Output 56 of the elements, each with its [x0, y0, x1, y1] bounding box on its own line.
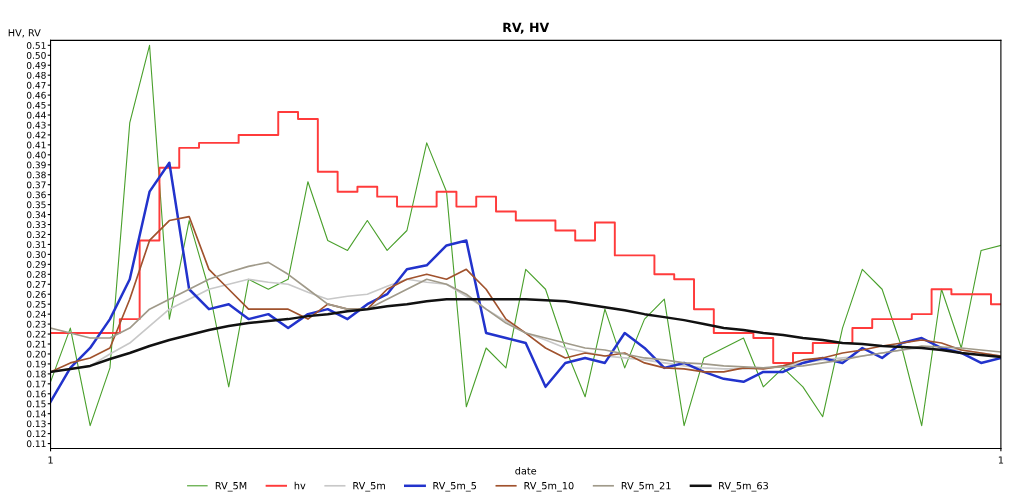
y-tick-label: 0.14	[26, 410, 46, 418]
y-tick-label: 0.38	[26, 171, 46, 179]
y-tick-label: 0.36	[26, 191, 46, 199]
legend-label: RV_5M	[215, 482, 247, 492]
legend-label: RV_5m_63	[719, 481, 768, 492]
y-tick-label: 0.29	[26, 261, 46, 268]
y-axis-title: HV, RV	[8, 29, 41, 38]
y-tick-label: 0.33	[26, 221, 46, 229]
legend-label: hv	[294, 481, 306, 490]
x-tick-label: 1	[48, 456, 53, 464]
y-tick-label: 0.19	[26, 360, 46, 368]
y-tick-label: 0.12	[26, 430, 46, 438]
x-axis-title: date	[515, 467, 537, 475]
y-tick-label: 0.24	[26, 310, 46, 318]
legend-label: RV_5m_21	[621, 481, 671, 492]
y-tick-label: 0.21	[26, 340, 46, 348]
legend-label: RV_5m	[353, 482, 385, 492]
y-tick-label: 0.17	[26, 380, 46, 388]
y-tick-label: 0.23	[26, 320, 46, 328]
y-tick-label: 0.31	[26, 241, 46, 248]
y-tick-label: 0.49	[26, 61, 46, 69]
y-tick-label: 0.41	[26, 141, 46, 149]
y-tick-label: 0.50	[26, 51, 46, 59]
y-tick-label: 0.25	[26, 300, 46, 308]
y-tick-label: 0.13	[26, 420, 46, 428]
y-tick-label: 0.27	[26, 281, 46, 288]
y-tick-label: 0.37	[26, 181, 46, 189]
y-tick-label: 0.43	[26, 121, 46, 129]
y-tick-label: 0.40	[26, 151, 46, 159]
y-tick-label: 0.45	[26, 101, 46, 109]
y-tick-label: 0.34	[26, 211, 46, 219]
y-tick-label: 0.39	[26, 161, 46, 169]
y-tick-label: 0.30	[26, 251, 46, 258]
y-tick-label: 0.32	[26, 231, 46, 239]
x-tick-label: 1	[998, 456, 1004, 464]
y-tick-label: 0.20	[26, 350, 46, 358]
line-series	[50, 261, 1001, 369]
y-tick-label: 0.42	[26, 131, 46, 139]
legend-label: RV_5m_5	[433, 482, 477, 492]
y-tick-label: 0.16	[26, 390, 46, 398]
y-tick-label: 0.22	[26, 330, 46, 338]
y-tick-label: 0.47	[26, 81, 46, 89]
y-tick-label: 0.26	[26, 290, 46, 298]
y-tick-label: 0.48	[26, 71, 46, 79]
y-tick-label: 0.35	[26, 201, 46, 209]
line-series	[50, 44, 1001, 427]
y-tick-label: 0.18	[26, 370, 46, 378]
y-tick-label: 0.15	[26, 400, 46, 408]
chart-title: RV, HV	[503, 22, 550, 34]
line-series	[50, 297, 1001, 374]
y-tick-label: 0.11	[26, 440, 46, 448]
y-tick-label: 0.44	[26, 111, 46, 119]
legend-label: RV_5m_10	[524, 481, 574, 492]
y-tick-label: 0.28	[26, 271, 46, 278]
y-tick-label: 0.51	[26, 42, 46, 49]
y-tick-label: 0.46	[26, 91, 46, 99]
